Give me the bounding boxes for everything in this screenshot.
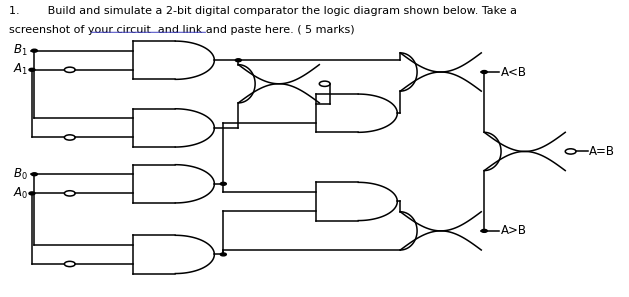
- Circle shape: [481, 229, 487, 232]
- Text: $A_0$: $A_0$: [13, 186, 29, 201]
- Circle shape: [31, 173, 37, 176]
- Text: screenshot of your circuit  and link and paste here. ( 5 marks): screenshot of your circuit and link and …: [9, 25, 354, 35]
- Text: A=B: A=B: [589, 145, 615, 158]
- Text: A<B: A<B: [501, 66, 526, 78]
- Circle shape: [235, 59, 242, 62]
- Text: $A_1$: $A_1$: [13, 62, 28, 77]
- Text: $B_1$: $B_1$: [13, 43, 28, 58]
- Circle shape: [29, 192, 35, 195]
- Text: A>B: A>B: [501, 224, 526, 237]
- Circle shape: [220, 182, 226, 185]
- Text: 1.        Build and simulate a 2-bit digital comparator the logic diagram shown : 1. Build and simulate a 2-bit digital co…: [9, 6, 516, 16]
- Circle shape: [31, 49, 37, 52]
- Circle shape: [481, 70, 487, 73]
- Text: $B_0$: $B_0$: [13, 167, 28, 182]
- Circle shape: [220, 253, 226, 256]
- Circle shape: [29, 68, 35, 71]
